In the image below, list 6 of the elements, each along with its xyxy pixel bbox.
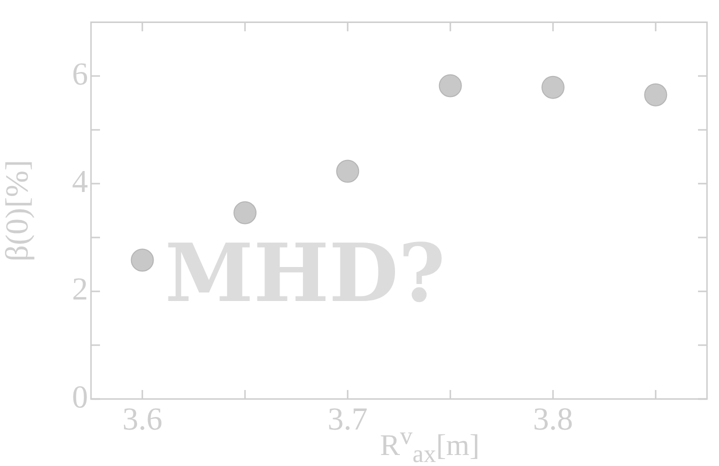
point — [130, 248, 154, 272]
point — [644, 83, 668, 106]
point — [234, 201, 256, 224]
point — [542, 76, 564, 99]
point — [336, 160, 360, 183]
point — [438, 74, 462, 98]
